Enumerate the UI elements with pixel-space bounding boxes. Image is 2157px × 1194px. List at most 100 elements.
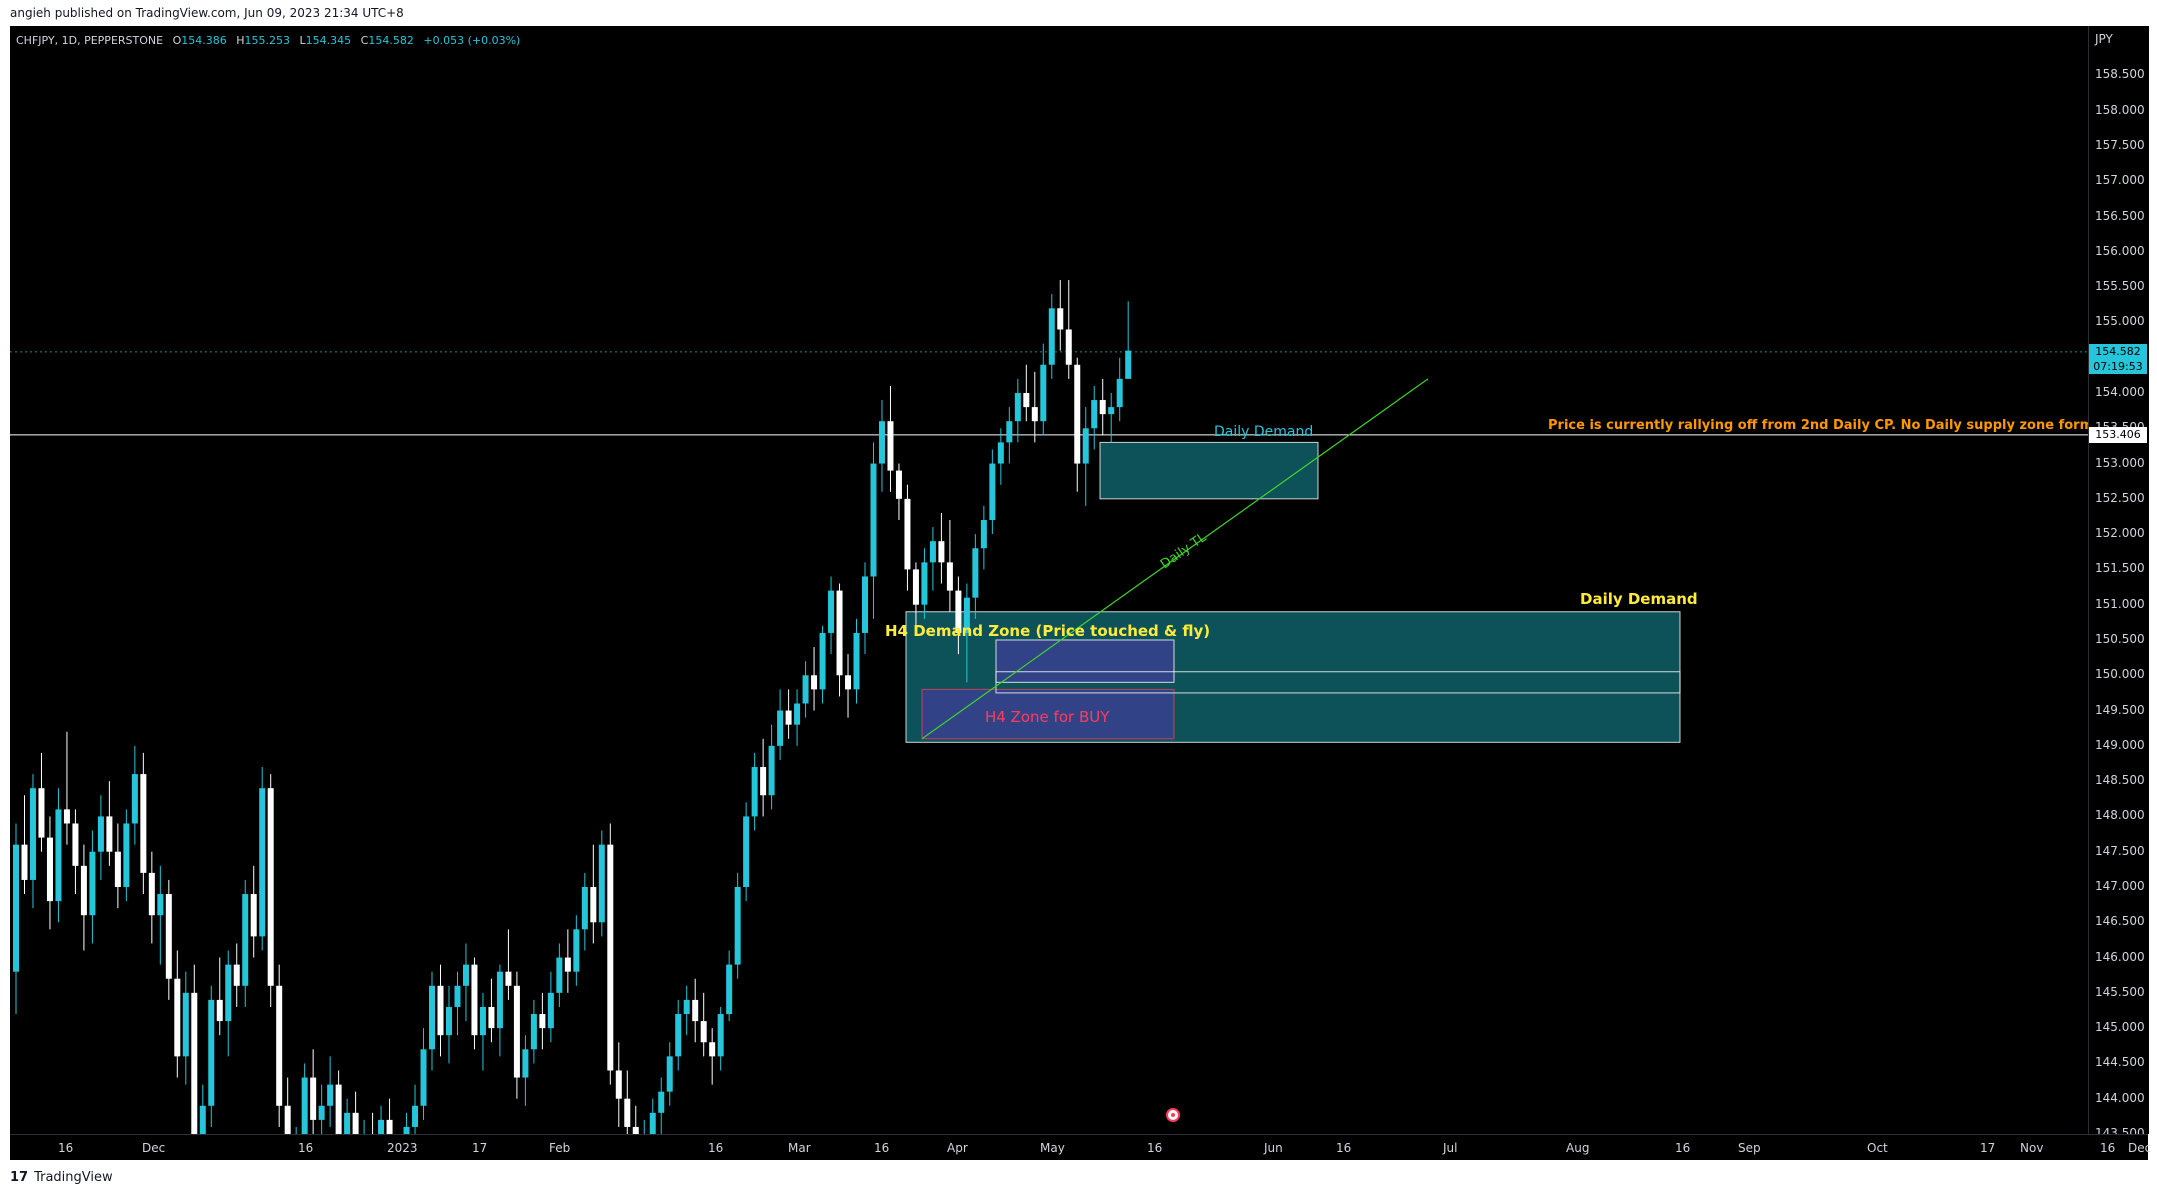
candle-body [429, 985, 436, 1050]
time-axis[interactable]: 16 Dec 16 2023 17 Feb 16 Mar 16 Apr May 16 Jun 16 Jul A… [10, 1134, 2152, 1161]
candle-body [1116, 378, 1123, 408]
candle-body [768, 745, 775, 796]
price-tick-label: 146.500 [2095, 914, 2145, 929]
candle-body [547, 992, 554, 1029]
price-tick-label: 149.500 [2095, 702, 2145, 717]
candle-body [276, 985, 283, 1106]
candle-body [505, 971, 512, 986]
candle-body [777, 710, 784, 746]
candle-body [29, 788, 36, 880]
candle-body [165, 894, 172, 979]
tradingview-logo[interactable]: 17 TradingView [10, 1170, 113, 1185]
candle-body [191, 992, 198, 1134]
candle-body [836, 590, 843, 676]
candle-body [445, 1006, 452, 1036]
candle-body [895, 470, 902, 499]
candle-body [386, 1119, 393, 1134]
candle-body [437, 985, 444, 1036]
candle-body [530, 1014, 537, 1050]
candle-body [811, 675, 818, 690]
time-tick-label: 17 [472, 1141, 488, 1155]
price-tick-label: 145.500 [2095, 984, 2145, 999]
candle-body [1082, 428, 1089, 464]
tradingview-logo-icon: 17 [10, 1170, 29, 1185]
time-tick-label: Dec [2128, 1141, 2152, 1155]
rally-note: Price is currently rallying off from 2nd… [1548, 418, 2088, 433]
candle-body [615, 1070, 622, 1099]
price-tick-label: 146.000 [2095, 949, 2145, 964]
price-tick-label: 151.500 [2095, 561, 2145, 576]
candle-body [972, 548, 979, 598]
price-tag-value: 154.582 [2095, 344, 2141, 358]
price-tick-label: 153.000 [2095, 455, 2145, 470]
candle-body [675, 1014, 682, 1057]
candle-body [310, 1077, 317, 1120]
candle-body [225, 964, 232, 1022]
candle-body [199, 1105, 206, 1134]
close-label: C [360, 34, 369, 47]
candle-body [301, 1077, 308, 1134]
price-tick-label: 158.000 [2095, 102, 2145, 117]
candle-body [38, 788, 45, 838]
candle-body [46, 837, 53, 902]
candle-body [904, 498, 911, 570]
candle-body [284, 1105, 291, 1134]
price-tick-label: 155.500 [2095, 279, 2145, 294]
change-value: +0.053 (+0.03%) [423, 34, 521, 47]
chart-canvas[interactable]: CHFJPY, 1D, PEPPERSTONE O154.386 H155.25… [10, 26, 2088, 1134]
candle-body [743, 816, 750, 887]
event-marker-icon[interactable] [1166, 1108, 1180, 1122]
candle-body [870, 463, 877, 577]
upper-daily-demand-label: Daily Demand [1214, 424, 1314, 440]
candle-body [658, 1091, 665, 1113]
candle-body [573, 929, 580, 972]
candle-body [980, 520, 987, 549]
price-tick-label: 157.000 [2095, 173, 2145, 188]
candle-body [929, 541, 936, 563]
candle-body [1057, 308, 1064, 330]
candle-body [80, 865, 87, 916]
publisher-text: angieh published on TradingView.com, Jun… [10, 6, 404, 20]
price-tick-label: 150.500 [2095, 631, 2145, 646]
zone-inner-band [995, 671, 1681, 694]
price-tick-label: 156.000 [2095, 243, 2145, 258]
candle-body [327, 1084, 334, 1106]
candle-body [760, 767, 767, 796]
time-tick-label: Jun [1264, 1141, 1283, 1155]
candle-body [97, 816, 104, 852]
candle-body [267, 788, 274, 986]
zone-rect [995, 639, 1175, 683]
price-tick-label: 147.500 [2095, 843, 2145, 858]
price-tick-label: 155.000 [2095, 314, 2145, 329]
candle-body [734, 886, 741, 965]
candle-body [989, 463, 996, 521]
price-chart[interactable] [10, 26, 2088, 1134]
candle-body [513, 985, 520, 1078]
symbol-legend: CHFJPY, 1D, PEPPERSTONE O154.386 H155.25… [16, 34, 520, 47]
time-tick-label: Jul [1443, 1141, 1458, 1155]
time-tick-label: Nov [2020, 1141, 2044, 1155]
price-axis[interactable]: JPY 158.500 158.000 157.500 157.000 156.500 1… [2088, 26, 2149, 1140]
candle-body [182, 992, 189, 1057]
candle-body [862, 576, 868, 633]
candle-body [887, 421, 894, 471]
candle-body [828, 590, 835, 633]
zone-rect [1099, 441, 1319, 500]
price-tick-label: 156.500 [2095, 208, 2145, 223]
candle-body [564, 957, 571, 972]
high-label: H [236, 34, 245, 47]
open-value: 154.386 [181, 34, 227, 47]
brand-name: TradingView [34, 1170, 113, 1185]
time-tick-label: Apr [947, 1141, 968, 1155]
candle-body [607, 844, 614, 1071]
price-tick-label: 144.000 [2095, 1090, 2145, 1105]
candle-body [963, 597, 970, 633]
candle-body [250, 894, 257, 937]
candle-body [378, 1119, 385, 1134]
candle-body [114, 851, 121, 887]
candle-body [556, 957, 563, 993]
candle-body [683, 999, 690, 1015]
candle-body [539, 1014, 546, 1029]
publisher-header: angieh published on TradingView.com, Jun… [0, 0, 2157, 26]
candle-body [131, 774, 138, 824]
